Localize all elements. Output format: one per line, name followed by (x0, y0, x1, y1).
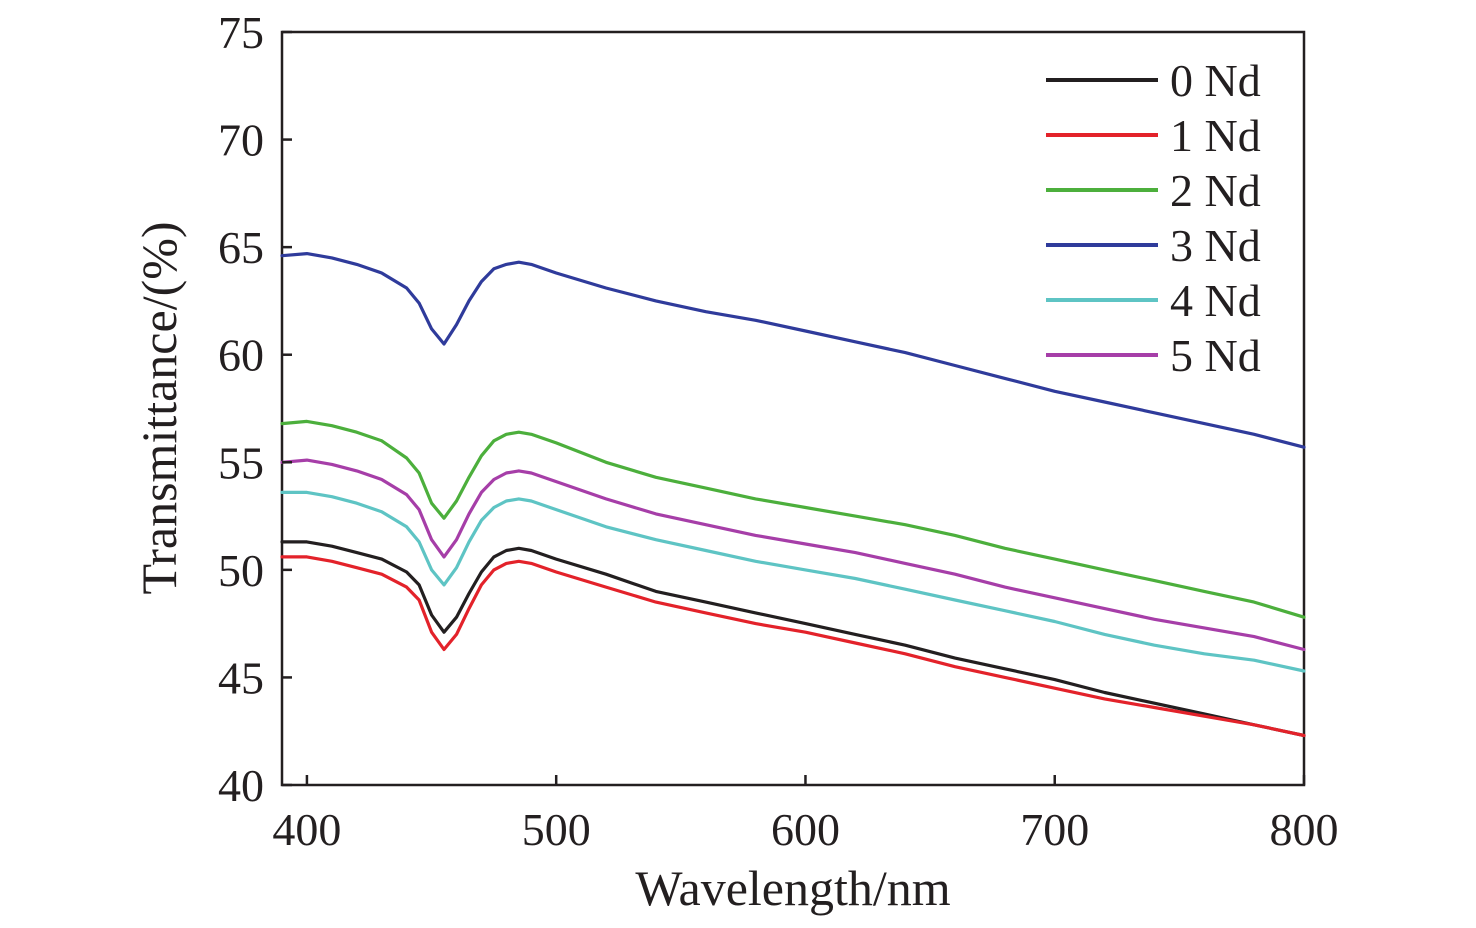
x-tick-label: 800 (1270, 804, 1339, 855)
y-axis-title: Transmittance/(%) (131, 221, 187, 594)
series-line-3-nd (280, 252, 1306, 449)
x-axis-title: Wavelength/nm (635, 860, 950, 916)
legend-label: 5 Nd (1170, 330, 1261, 381)
y-tick-label: 75 (218, 7, 264, 58)
legend-label: 4 Nd (1170, 275, 1261, 326)
x-tick-label: 700 (1020, 804, 1089, 855)
plot-frame (280, 30, 1306, 787)
y-tick-label: 45 (218, 652, 264, 703)
plot-area (280, 30, 1306, 787)
y-tick-label: 50 (218, 545, 264, 596)
x-tick-label: 600 (771, 804, 840, 855)
y-axis-ticks: 40 45 50 55 60 65 70 75 (218, 7, 292, 811)
legend: 0 Nd1 Nd2 Nd3 Nd4 Nd5 Nd (1046, 55, 1261, 381)
y-tick-label: 60 (218, 330, 264, 381)
series-line-5-nd (280, 458, 1306, 652)
legend-label: 1 Nd (1170, 110, 1261, 161)
y-tick-label: 70 (218, 115, 264, 166)
series-line-2-nd (280, 419, 1306, 619)
x-tick-label: 500 (522, 804, 591, 855)
series-lines (280, 252, 1306, 738)
series-line-0-nd (280, 540, 1306, 738)
series-line-4-nd (280, 490, 1306, 673)
y-tick-label: 55 (218, 437, 264, 488)
y-tick-label: 40 (218, 760, 264, 811)
legend-label: 2 Nd (1170, 165, 1261, 216)
legend-label: 3 Nd (1170, 220, 1261, 271)
x-tick-label: 400 (272, 804, 341, 855)
x-axis-ticks: 400 500 600 700 800 (272, 775, 1339, 855)
series-line-1-nd (280, 555, 1306, 738)
y-tick-label: 65 (218, 222, 264, 273)
legend-label: 0 Nd (1170, 55, 1261, 106)
